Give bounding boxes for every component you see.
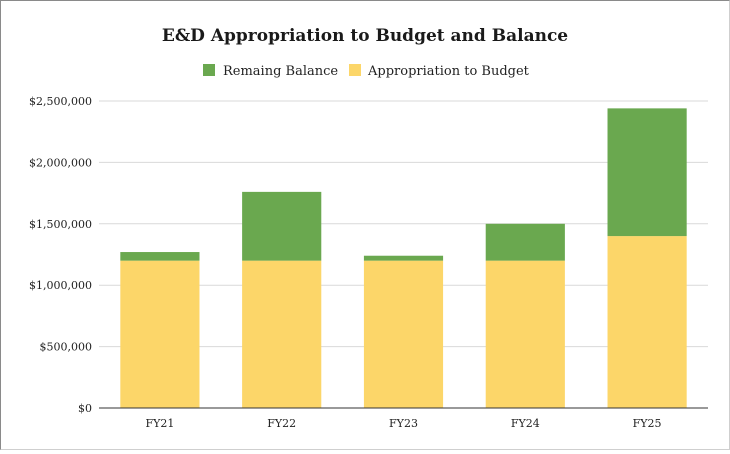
legend-label-appropriation-to-budget: Appropriation to Budget bbox=[367, 64, 530, 79]
x-tick-label: FY24 bbox=[511, 417, 540, 430]
chart-title: E&D Appropriation to Budget and Balance bbox=[162, 26, 568, 46]
legend: Remaing Balance Appropriation to Budget bbox=[203, 64, 530, 79]
y-axis-ticks: $0 $500,000 $1,000,000 $1,500,000 $2,000,000… bbox=[29, 95, 92, 415]
legend-swatch-appropriation-to-budget bbox=[349, 64, 361, 76]
bar-remaing-balance-fy25 bbox=[607, 108, 687, 237]
x-tick-label: FY23 bbox=[389, 417, 418, 430]
bar-appropriation-to-budget-fy23 bbox=[363, 260, 444, 408]
bar-remaing-balance-fy24 bbox=[485, 223, 565, 261]
bar-remaing-balance-fy23 bbox=[363, 255, 444, 261]
bar-appropriation-to-budget-fy24 bbox=[485, 260, 565, 408]
bar-remaing-balance-fy21 bbox=[120, 252, 200, 261]
x-axis-ticks: FY21 FY22 FY23 FY24 FY25 bbox=[145, 417, 661, 430]
y-tick-label: $0 bbox=[78, 402, 92, 415]
bar-appropriation-to-budget-fy25 bbox=[607, 236, 687, 408]
legend-label-remaining-balance: Remaing Balance bbox=[223, 64, 338, 79]
y-tick-label: $2,000,000 bbox=[29, 156, 92, 169]
y-tick-label: $1,000,000 bbox=[29, 279, 92, 292]
x-tick-label: FY21 bbox=[145, 417, 174, 430]
bars bbox=[120, 108, 687, 408]
legend-swatch-remaining-balance bbox=[203, 64, 215, 76]
bar-appropriation-to-budget-fy22 bbox=[242, 260, 322, 408]
y-tick-label: $1,500,000 bbox=[29, 218, 92, 231]
y-tick-label: $500,000 bbox=[40, 341, 93, 354]
y-tick-label: $2,500,000 bbox=[29, 95, 92, 108]
bar-remaing-balance-fy22 bbox=[242, 191, 322, 261]
bar-appropriation-to-budget-fy21 bbox=[120, 260, 200, 408]
gridlines bbox=[99, 100, 708, 348]
x-tick-label: FY22 bbox=[267, 417, 296, 430]
x-tick-label: FY25 bbox=[633, 417, 662, 430]
